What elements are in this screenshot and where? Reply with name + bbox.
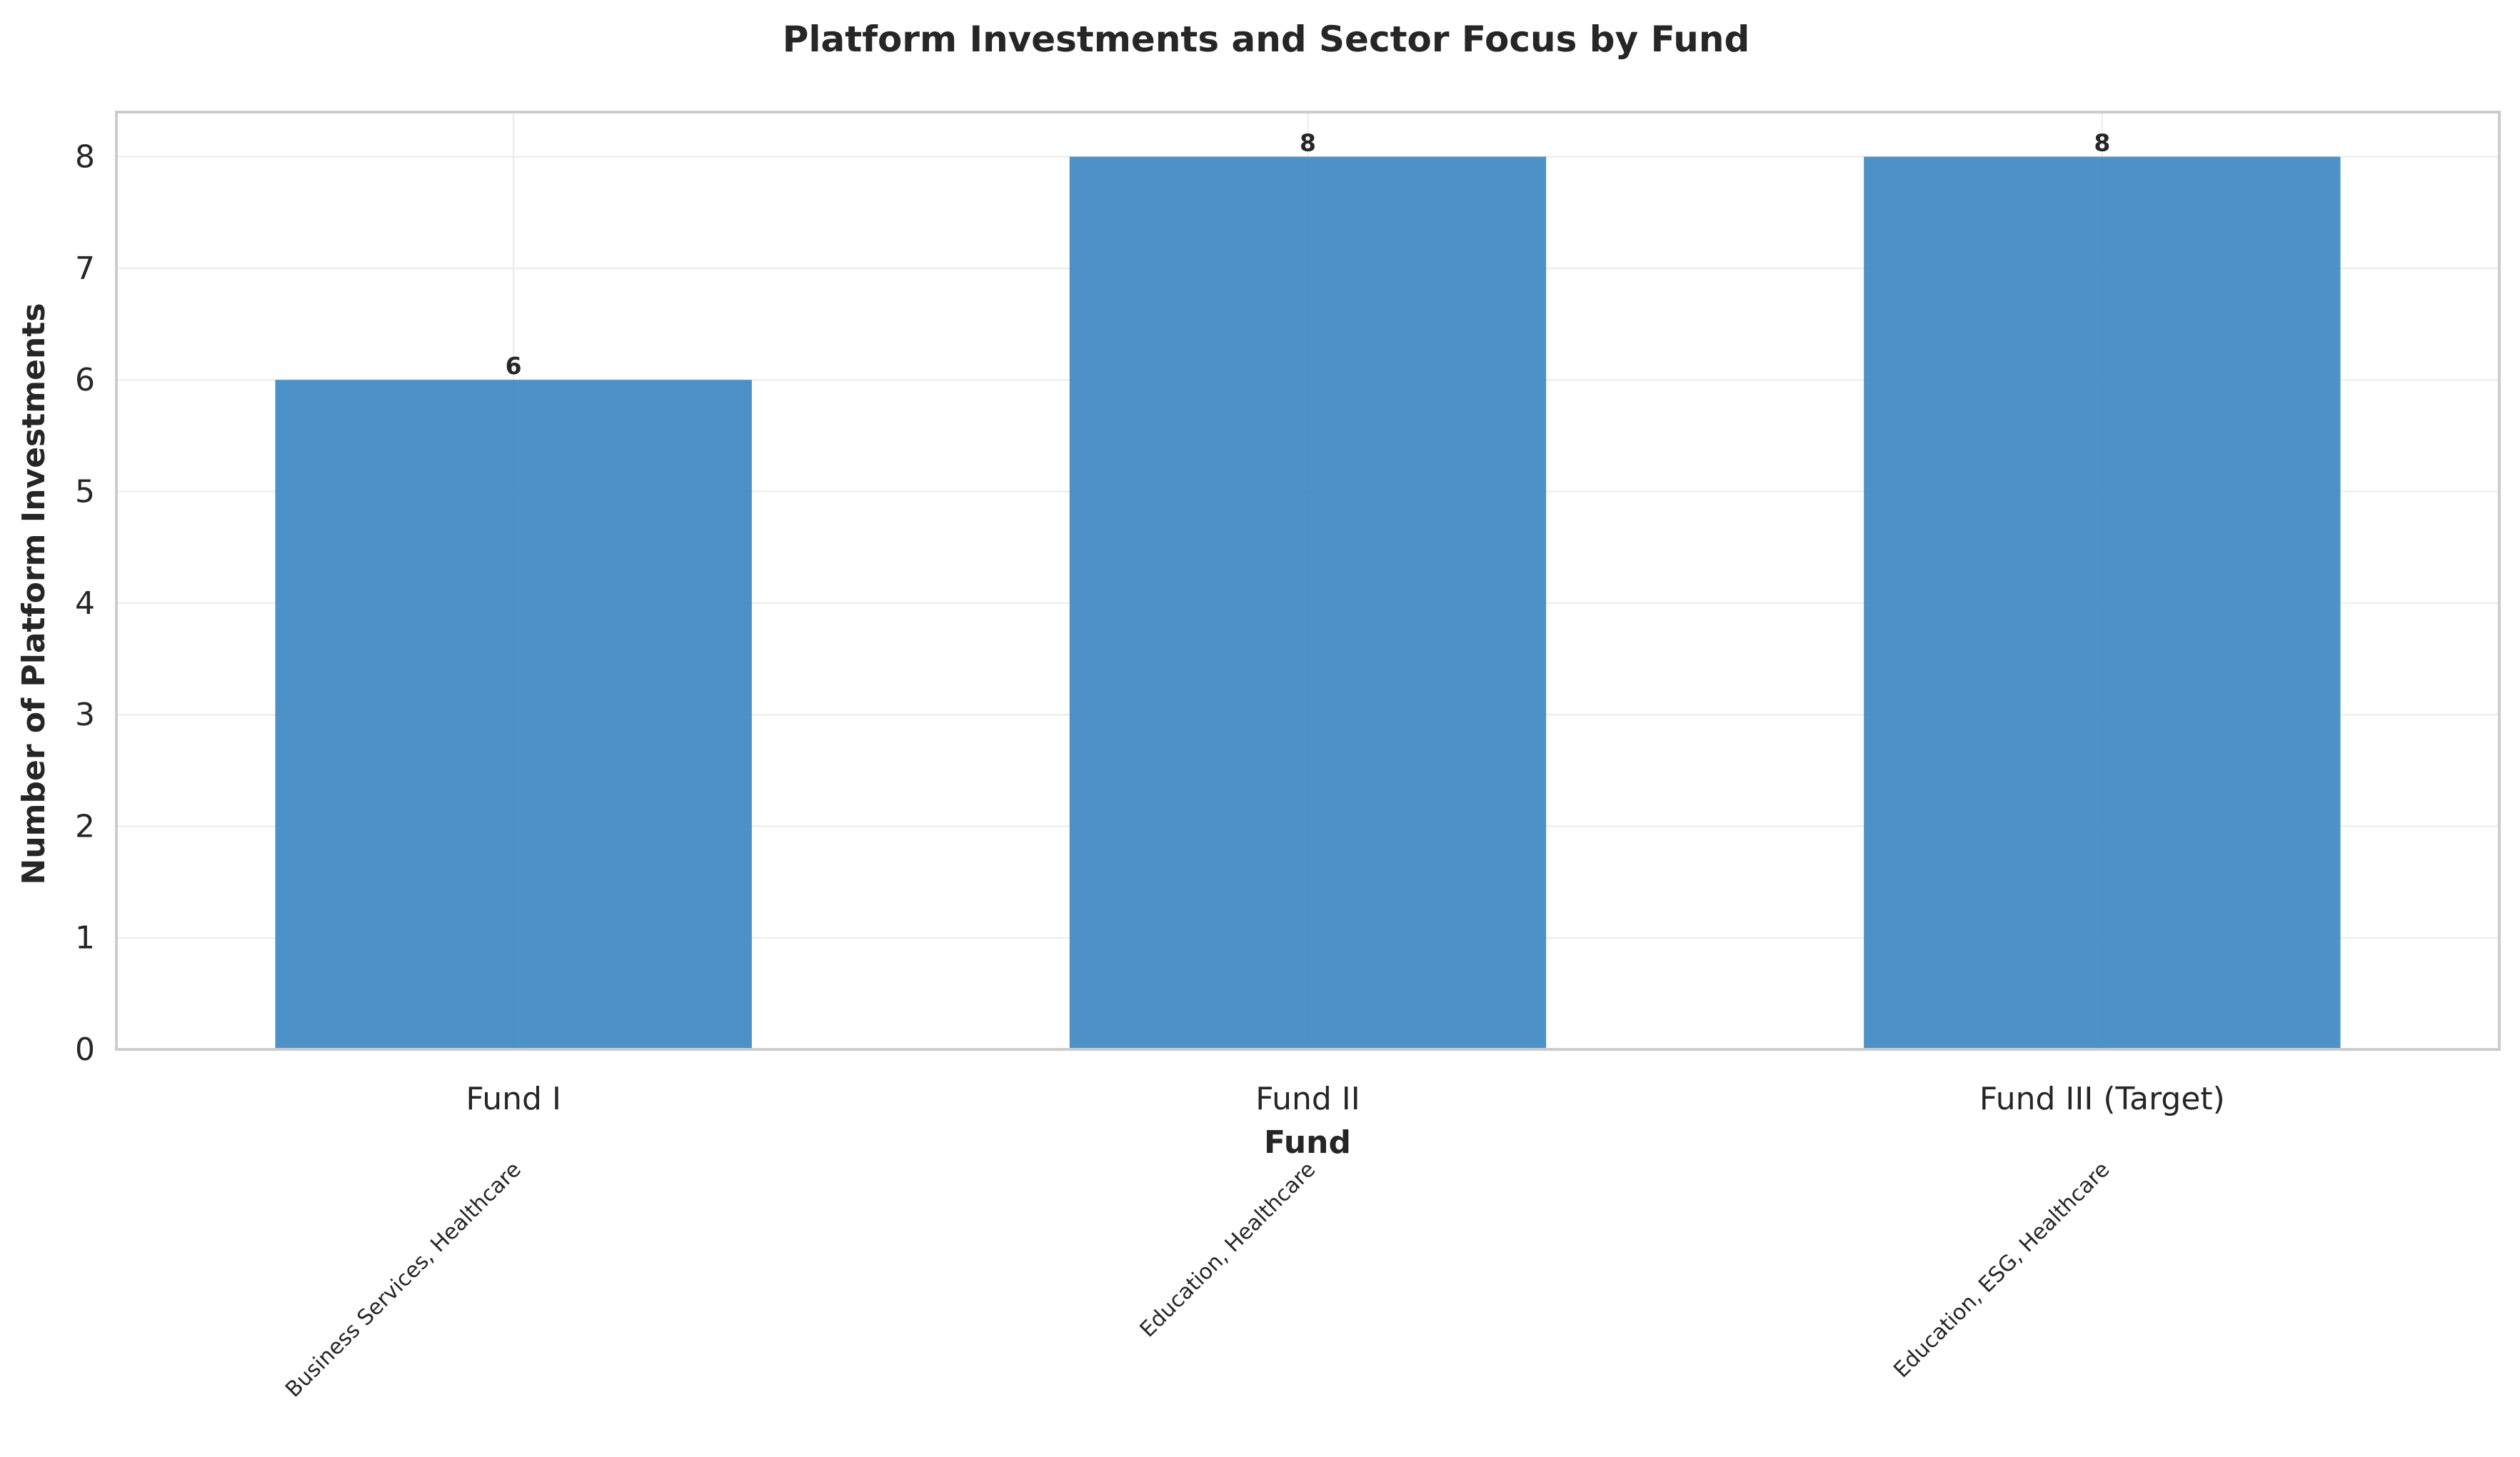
bars — [275, 156, 2341, 1049]
x-tick-label: Fund II — [1255, 1081, 1360, 1117]
bar-value-label: 8 — [1300, 129, 1316, 157]
y-tick-labels: 0 1 2 3 4 5 6 7 8 — [75, 139, 95, 1068]
y-tick-label: 2 — [75, 808, 95, 845]
x-tick-label: Fund III (Target) — [1979, 1081, 2225, 1117]
y-tick-label: 8 — [75, 139, 95, 176]
x-tick-labels: Fund I Fund II Fund III (Target) — [466, 1081, 2224, 1117]
y-tick-label: 4 — [75, 585, 95, 622]
bar — [1864, 156, 2341, 1049]
y-tick-label: 1 — [75, 920, 95, 957]
data-labels: 6 8 8 — [506, 129, 2111, 380]
chart-title: Platform Investments and Sector Focus by… — [783, 19, 1750, 60]
y-tick-label: 3 — [75, 697, 95, 733]
y-tick-label: 6 — [75, 362, 95, 398]
bar-value-label: 6 — [506, 352, 522, 380]
y-tick-label: 5 — [75, 473, 95, 510]
sector-annotations: Business Services, Healthcare Education, … — [281, 1157, 2114, 1403]
bar — [1069, 156, 1547, 1049]
sector-annotation: Business Services, Healthcare — [281, 1157, 526, 1403]
bar-value-label: 8 — [2094, 129, 2110, 157]
y-tick-label: 0 — [75, 1032, 95, 1068]
y-axis-label: Number of Platform Investments — [16, 303, 52, 884]
bar — [275, 380, 752, 1049]
plot-frame — [115, 111, 2501, 1051]
x-axis-label: Fund — [1264, 1124, 1351, 1161]
sector-annotation: Education, Healthcare — [1135, 1157, 1320, 1342]
sector-annotation: Education, ESG, Healthcare — [1889, 1157, 2114, 1383]
y-tick-label: 7 — [75, 251, 95, 287]
x-tick-label: Fund I — [466, 1081, 561, 1117]
